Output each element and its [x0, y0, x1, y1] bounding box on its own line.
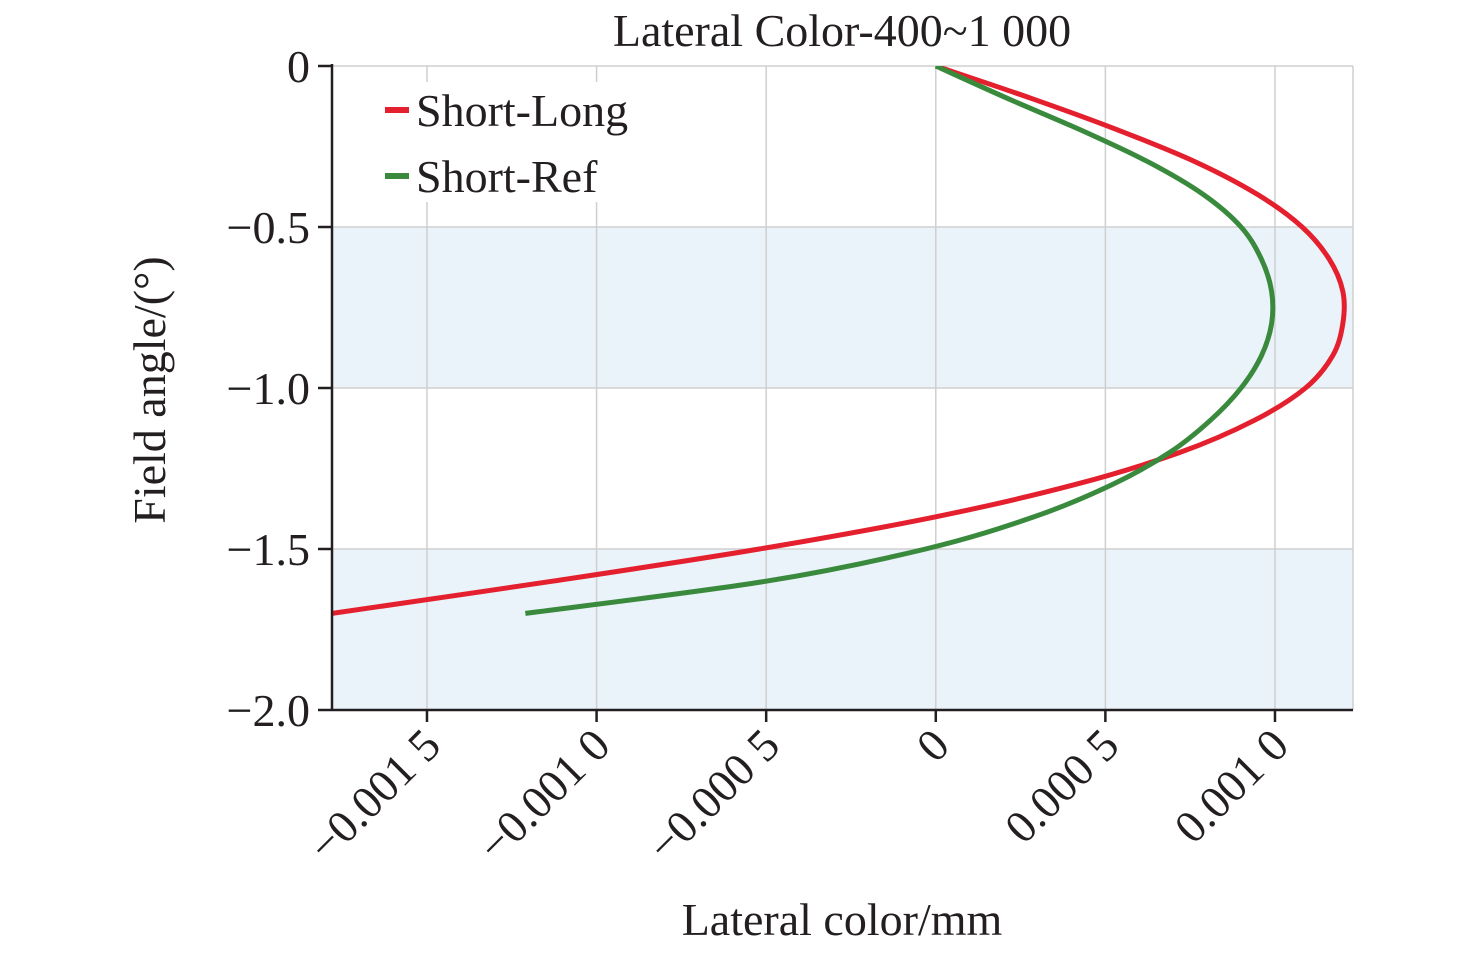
y-tick-label-4: −2.0	[227, 685, 310, 736]
shaded-band-0	[332, 227, 1353, 388]
x-axis-label: Lateral color/mm	[682, 894, 1003, 945]
x-tick-label-5: 0.001 0	[1164, 719, 1298, 853]
x-tick-label-2: −0.000 5	[637, 719, 789, 871]
series-line-short-long	[332, 66, 1347, 616]
legend-background	[370, 82, 670, 202]
legend-label-short-ref: Short-Ref	[416, 151, 598, 202]
y-axis-label: Field angle/(°)	[124, 256, 175, 524]
chart-title: Lateral Color-400~1 000	[613, 5, 1071, 56]
y-tick-label-0: 0	[287, 41, 310, 92]
series-lines	[332, 66, 1347, 616]
shaded-bands	[332, 227, 1353, 710]
y-tick-label-3: −1.5	[227, 524, 310, 575]
legend: Short-Long Short-Ref	[370, 82, 670, 202]
x-tick-label-0: −0.001 5	[298, 719, 450, 871]
series-line-short-ref	[525, 66, 1276, 616]
legend-label-short-long: Short-Long	[416, 85, 628, 136]
shaded-band-1	[332, 549, 1353, 710]
y-tick-label-1: −0.5	[227, 202, 310, 253]
x-tick-label-1: −0.001 0	[468, 719, 620, 871]
y-tick-label-2: −1.0	[227, 363, 310, 414]
axes	[318, 64, 1353, 722]
x-tick-label-4: 0.000 5	[995, 719, 1129, 853]
x-tick-label-3: 0	[907, 719, 959, 771]
